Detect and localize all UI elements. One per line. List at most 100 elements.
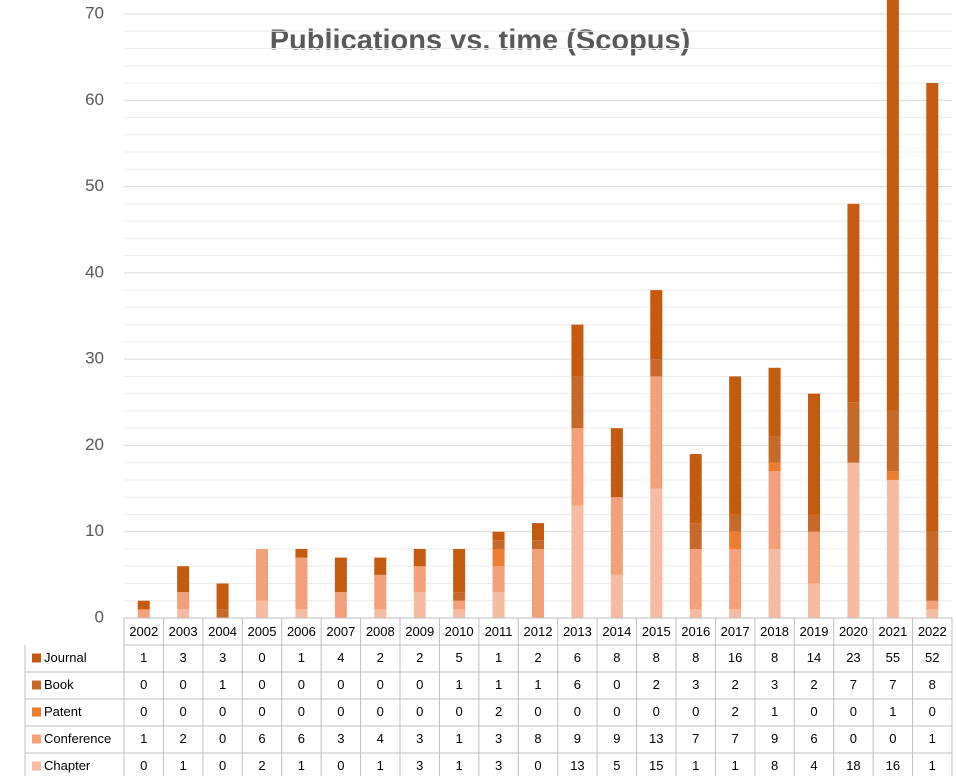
table-cell: 0	[416, 704, 423, 719]
bar-segment	[650, 488, 663, 618]
legend-swatch	[32, 653, 41, 663]
bar-segment	[492, 540, 505, 549]
table-cell: 0	[534, 704, 541, 719]
x-tick-label: 2003	[169, 624, 198, 639]
table-cell: 1	[495, 677, 502, 692]
table-cell: 3	[692, 677, 699, 692]
bar-segment	[650, 359, 663, 377]
bar-segment	[413, 548, 426, 567]
table-cell: 0	[219, 731, 226, 746]
bar-segment	[571, 428, 584, 506]
x-tick-label: 2018	[760, 624, 789, 639]
bar-segment	[768, 436, 781, 463]
bar-segment	[808, 393, 820, 515]
bar-segment	[177, 592, 190, 610]
table-cell: 1	[929, 731, 936, 746]
x-tick-label: 2007	[326, 624, 355, 639]
table-cell: 0	[574, 704, 581, 719]
table-cell: 0	[889, 731, 896, 746]
bar-segment	[374, 557, 387, 575]
table-cell: 0	[534, 758, 541, 773]
table-cell: 7	[889, 677, 896, 692]
table-cell: 5	[456, 650, 463, 665]
bar-segment	[650, 290, 663, 360]
bar-segment	[571, 505, 584, 618]
bar-segment	[808, 583, 820, 618]
bar-segment	[413, 592, 426, 618]
bar-segment	[177, 566, 190, 593]
table-cell: 6	[298, 731, 305, 746]
bar-segment	[689, 523, 702, 549]
table-cell: 8	[613, 650, 620, 665]
bar-segment	[886, 410, 899, 472]
bar-segment	[729, 609, 742, 618]
table-cell: 52	[925, 650, 939, 665]
bar-segment	[610, 497, 623, 575]
bar-segment	[532, 548, 544, 618]
table-cell: 6	[810, 731, 817, 746]
table-cell: 8	[692, 650, 699, 665]
bar-segment	[610, 428, 623, 498]
table-cell: 0	[258, 650, 265, 665]
bar-segment	[808, 514, 820, 532]
bar-segment	[295, 609, 308, 618]
table-cell: 0	[219, 758, 226, 773]
table-cell: 0	[850, 704, 857, 719]
table-cell: 1	[180, 758, 187, 773]
bar-segment	[689, 548, 702, 610]
table-cell: 8	[653, 650, 660, 665]
table-cell: 3	[337, 731, 344, 746]
table-cell: 0	[180, 704, 187, 719]
table-cell: 14	[807, 650, 821, 665]
bar-segment	[295, 557, 308, 610]
table-cell: 18	[846, 758, 860, 773]
bar-segment	[768, 548, 781, 618]
table-cell: 2	[377, 650, 384, 665]
table-cell: 1	[219, 677, 226, 692]
bar-segment	[374, 574, 387, 610]
table-cell: 1	[771, 704, 778, 719]
bar-segment	[453, 592, 466, 601]
bar-segment	[532, 540, 544, 549]
table-cell: 0	[219, 704, 226, 719]
table-cell: 16	[886, 758, 900, 773]
table-cell: 3	[219, 650, 226, 665]
bar-segment	[256, 600, 268, 618]
table-cell: 2	[180, 731, 187, 746]
table-cell: 15	[649, 758, 663, 773]
table-cell: 1	[732, 758, 739, 773]
bar-segment	[295, 548, 308, 558]
bar-segment	[926, 609, 939, 618]
bar-segment	[768, 471, 781, 549]
bar-segment	[729, 376, 742, 515]
table-cell: 8	[534, 731, 541, 746]
bar-segment	[532, 523, 544, 541]
table-cell: 2	[258, 758, 265, 773]
bar-segment	[729, 531, 742, 549]
table-cell: 1	[534, 677, 541, 692]
table-cell: 0	[613, 677, 620, 692]
table-cell: 3	[495, 731, 502, 746]
bar-segment	[492, 548, 505, 567]
x-tick-label: 2012	[524, 624, 553, 639]
table-cell: 4	[337, 650, 344, 665]
bar-segment	[689, 609, 702, 618]
table-cell: 4	[810, 758, 817, 773]
table-cell: 0	[337, 677, 344, 692]
bar-segment	[453, 548, 466, 593]
legend-swatch	[32, 734, 41, 744]
table-cell: 2	[732, 704, 739, 719]
table-cell: 2	[653, 677, 660, 692]
chart-title: Publications vs. time (Scopus)	[270, 25, 691, 57]
table-cell: 8	[929, 677, 936, 692]
bar-segment	[334, 557, 347, 593]
table-cell: 9	[613, 731, 620, 746]
table-cell: 23	[846, 650, 860, 665]
bar-segment	[453, 609, 466, 618]
bar-segment	[256, 548, 268, 601]
table-cell: 0	[850, 731, 857, 746]
table-cell: 5	[613, 758, 620, 773]
bar-segment	[926, 600, 939, 610]
table-cell: 6	[574, 650, 581, 665]
table-cell: 0	[810, 704, 817, 719]
